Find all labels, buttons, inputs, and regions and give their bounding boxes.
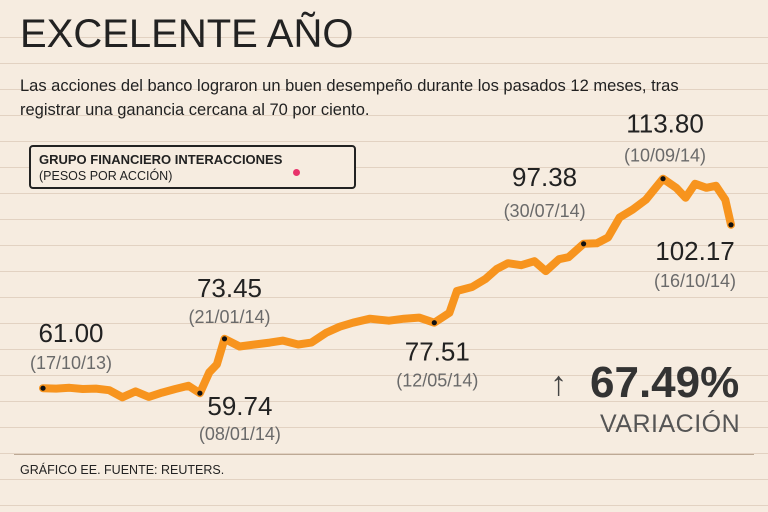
data-point-marker <box>728 222 734 228</box>
data-value-label: 97.38 <box>512 162 577 192</box>
data-point-marker <box>40 385 46 391</box>
legend: GRUPO FINANCIERO INTERACCIONES (PESOS PO… <box>29 145 356 189</box>
data-date-label: (08/01/14) <box>199 424 281 444</box>
data-point-marker <box>221 336 228 342</box>
data-point-marker <box>431 320 437 326</box>
variation-value: 67.49% <box>590 358 740 407</box>
chart-subtitle: Las acciones del banco lograron un buen … <box>20 77 679 119</box>
source-note: GRÁFICO EE. FUENTE: REUTERS. <box>20 463 225 477</box>
data-value-label: 113.80 <box>626 109 704 139</box>
data-date-label: (16/10/14) <box>654 271 736 291</box>
data-date-label: (21/01/14) <box>188 307 270 327</box>
data-value-label: 61.00 <box>38 318 103 348</box>
legend-unit: (PESOS POR ACCIÓN) <box>39 169 173 183</box>
data-point-marker <box>197 390 203 396</box>
legend-dot-icon <box>293 169 300 176</box>
up-arrow-icon: ↑ <box>550 365 567 403</box>
footer-divider <box>14 454 754 455</box>
variation-label: VARIACIÓN <box>600 410 741 438</box>
data-value-label: 102.17 <box>655 236 735 266</box>
marker-layer <box>40 176 734 396</box>
data-value-label: 73.45 <box>197 273 262 303</box>
series-line-layer <box>39 174 735 402</box>
annotation-label-layer: 61.00 (17/10/13) 59.74 (08/01/14) 73.45 (21/0… <box>30 109 736 445</box>
data-point-marker <box>660 176 666 182</box>
chart-title: EXCELENTE AÑO <box>20 12 354 56</box>
data-date-label: (17/10/13) <box>30 353 112 373</box>
data-value-label: 77.51 <box>405 337 470 367</box>
data-value-label: 59.74 <box>207 391 272 421</box>
data-date-label: (10/09/14) <box>624 146 706 166</box>
series-line-0 <box>39 174 735 402</box>
data-point-marker <box>581 241 587 247</box>
legend-series-name: GRUPO FINANCIERO INTERACCIONES <box>39 152 283 167</box>
data-date-label: (12/05/14) <box>396 371 478 391</box>
data-date-label: (30/07/14) <box>504 201 586 221</box>
